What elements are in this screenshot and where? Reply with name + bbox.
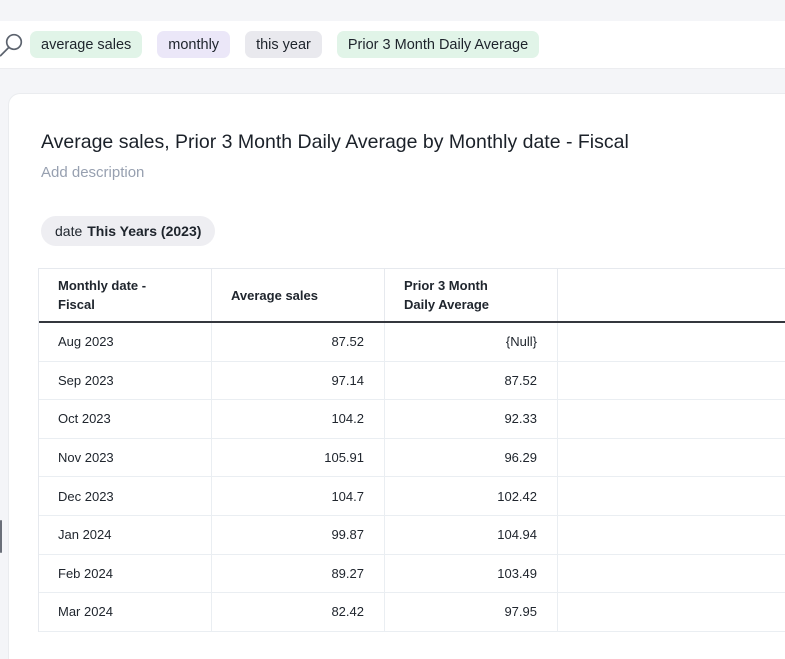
table-row[interactable]: Nov 2023105.9196.29: [39, 439, 785, 478]
table-cell[interactable]: 104.7: [212, 477, 385, 515]
table-row[interactable]: Feb 202489.27103.49: [39, 555, 785, 594]
table-cell[interactable]: 82.42: [212, 593, 385, 631]
table-cell[interactable]: 92.33: [385, 400, 558, 438]
table-cell[interactable]: Jan 2024: [39, 516, 212, 554]
table-header-row: Monthly date - Fiscal Average sales Prio…: [39, 269, 785, 323]
table-cell-empty: [558, 362, 785, 400]
add-description-link[interactable]: Add description: [41, 164, 785, 181]
filter-chip-date[interactable]: date This Years (2023): [41, 216, 215, 246]
results-table: Monthly date - Fiscal Average sales Prio…: [38, 268, 785, 632]
table-cell[interactable]: {Null}: [385, 323, 558, 361]
search-input[interactable]: [539, 21, 785, 68]
column-header-empty: [558, 269, 785, 321]
search-token-list: average sales monthly this year Prior 3 Mon…: [30, 31, 539, 58]
answer-title[interactable]: Average sales, Prior 3 Month Daily Avera…: [41, 131, 785, 154]
table-cell[interactable]: 89.27: [212, 555, 385, 593]
table-cell[interactable]: 103.49: [385, 555, 558, 593]
search-icon: [0, 32, 24, 58]
table-cell[interactable]: Sep 2023: [39, 362, 212, 400]
filter-value: This Years (2023): [87, 223, 201, 239]
table-cell[interactable]: Mar 2024: [39, 593, 212, 631]
table-cell-empty: [558, 439, 785, 477]
table-cell[interactable]: Aug 2023: [39, 323, 212, 361]
table-cell-empty: [558, 555, 785, 593]
column-header-prior-3-month[interactable]: Prior 3 Month Daily Average: [385, 269, 558, 321]
table-row[interactable]: Aug 202387.52{Null}: [39, 323, 785, 362]
table-cell[interactable]: 87.52: [385, 362, 558, 400]
table-cell[interactable]: Feb 2024: [39, 555, 212, 593]
search-token[interactable]: Prior 3 Month Daily Average: [337, 31, 539, 58]
table-cell[interactable]: 104.2: [212, 400, 385, 438]
table-cell[interactable]: 99.87: [212, 516, 385, 554]
table-cell[interactable]: Dec 2023: [39, 477, 212, 515]
table-cell-empty: [558, 516, 785, 554]
column-header-monthly-date[interactable]: Monthly date - Fiscal: [39, 269, 212, 321]
search-token[interactable]: monthly: [157, 31, 230, 58]
table-cell[interactable]: 105.91: [212, 439, 385, 477]
table-row[interactable]: Mar 202482.4297.95: [39, 593, 785, 632]
table-row[interactable]: Dec 2023104.7102.42: [39, 477, 785, 516]
table-cell[interactable]: 102.42: [385, 477, 558, 515]
table-cell[interactable]: Oct 2023: [39, 400, 212, 438]
table-row[interactable]: Sep 202397.1487.52: [39, 362, 785, 401]
table-cell[interactable]: 104.94: [385, 516, 558, 554]
table-cell-empty: [558, 323, 785, 361]
table-cell[interactable]: 97.95: [385, 593, 558, 631]
search-token[interactable]: average sales: [30, 31, 142, 58]
answer-card: Average sales, Prior 3 Month Daily Avera…: [8, 93, 785, 659]
search-token[interactable]: this year: [245, 31, 322, 58]
table-cell-empty: [558, 593, 785, 631]
vertical-scrollbar[interactable]: [0, 520, 2, 553]
table-cell[interactable]: 87.52: [212, 323, 385, 361]
table-cell[interactable]: 97.14: [212, 362, 385, 400]
table-body: Aug 202387.52{Null}Sep 202397.1487.52Oct…: [39, 323, 785, 632]
table-cell[interactable]: Nov 2023: [39, 439, 212, 477]
search-bar[interactable]: average sales monthly this year Prior 3 Mon…: [0, 21, 785, 69]
filter-column-name: date: [55, 223, 82, 239]
column-header-average-sales[interactable]: Average sales: [212, 269, 385, 321]
table-row[interactable]: Jan 202499.87104.94: [39, 516, 785, 555]
table-row[interactable]: Oct 2023104.292.33: [39, 400, 785, 439]
table-cell[interactable]: 96.29: [385, 439, 558, 477]
table-cell-empty: [558, 477, 785, 515]
table-cell-empty: [558, 400, 785, 438]
